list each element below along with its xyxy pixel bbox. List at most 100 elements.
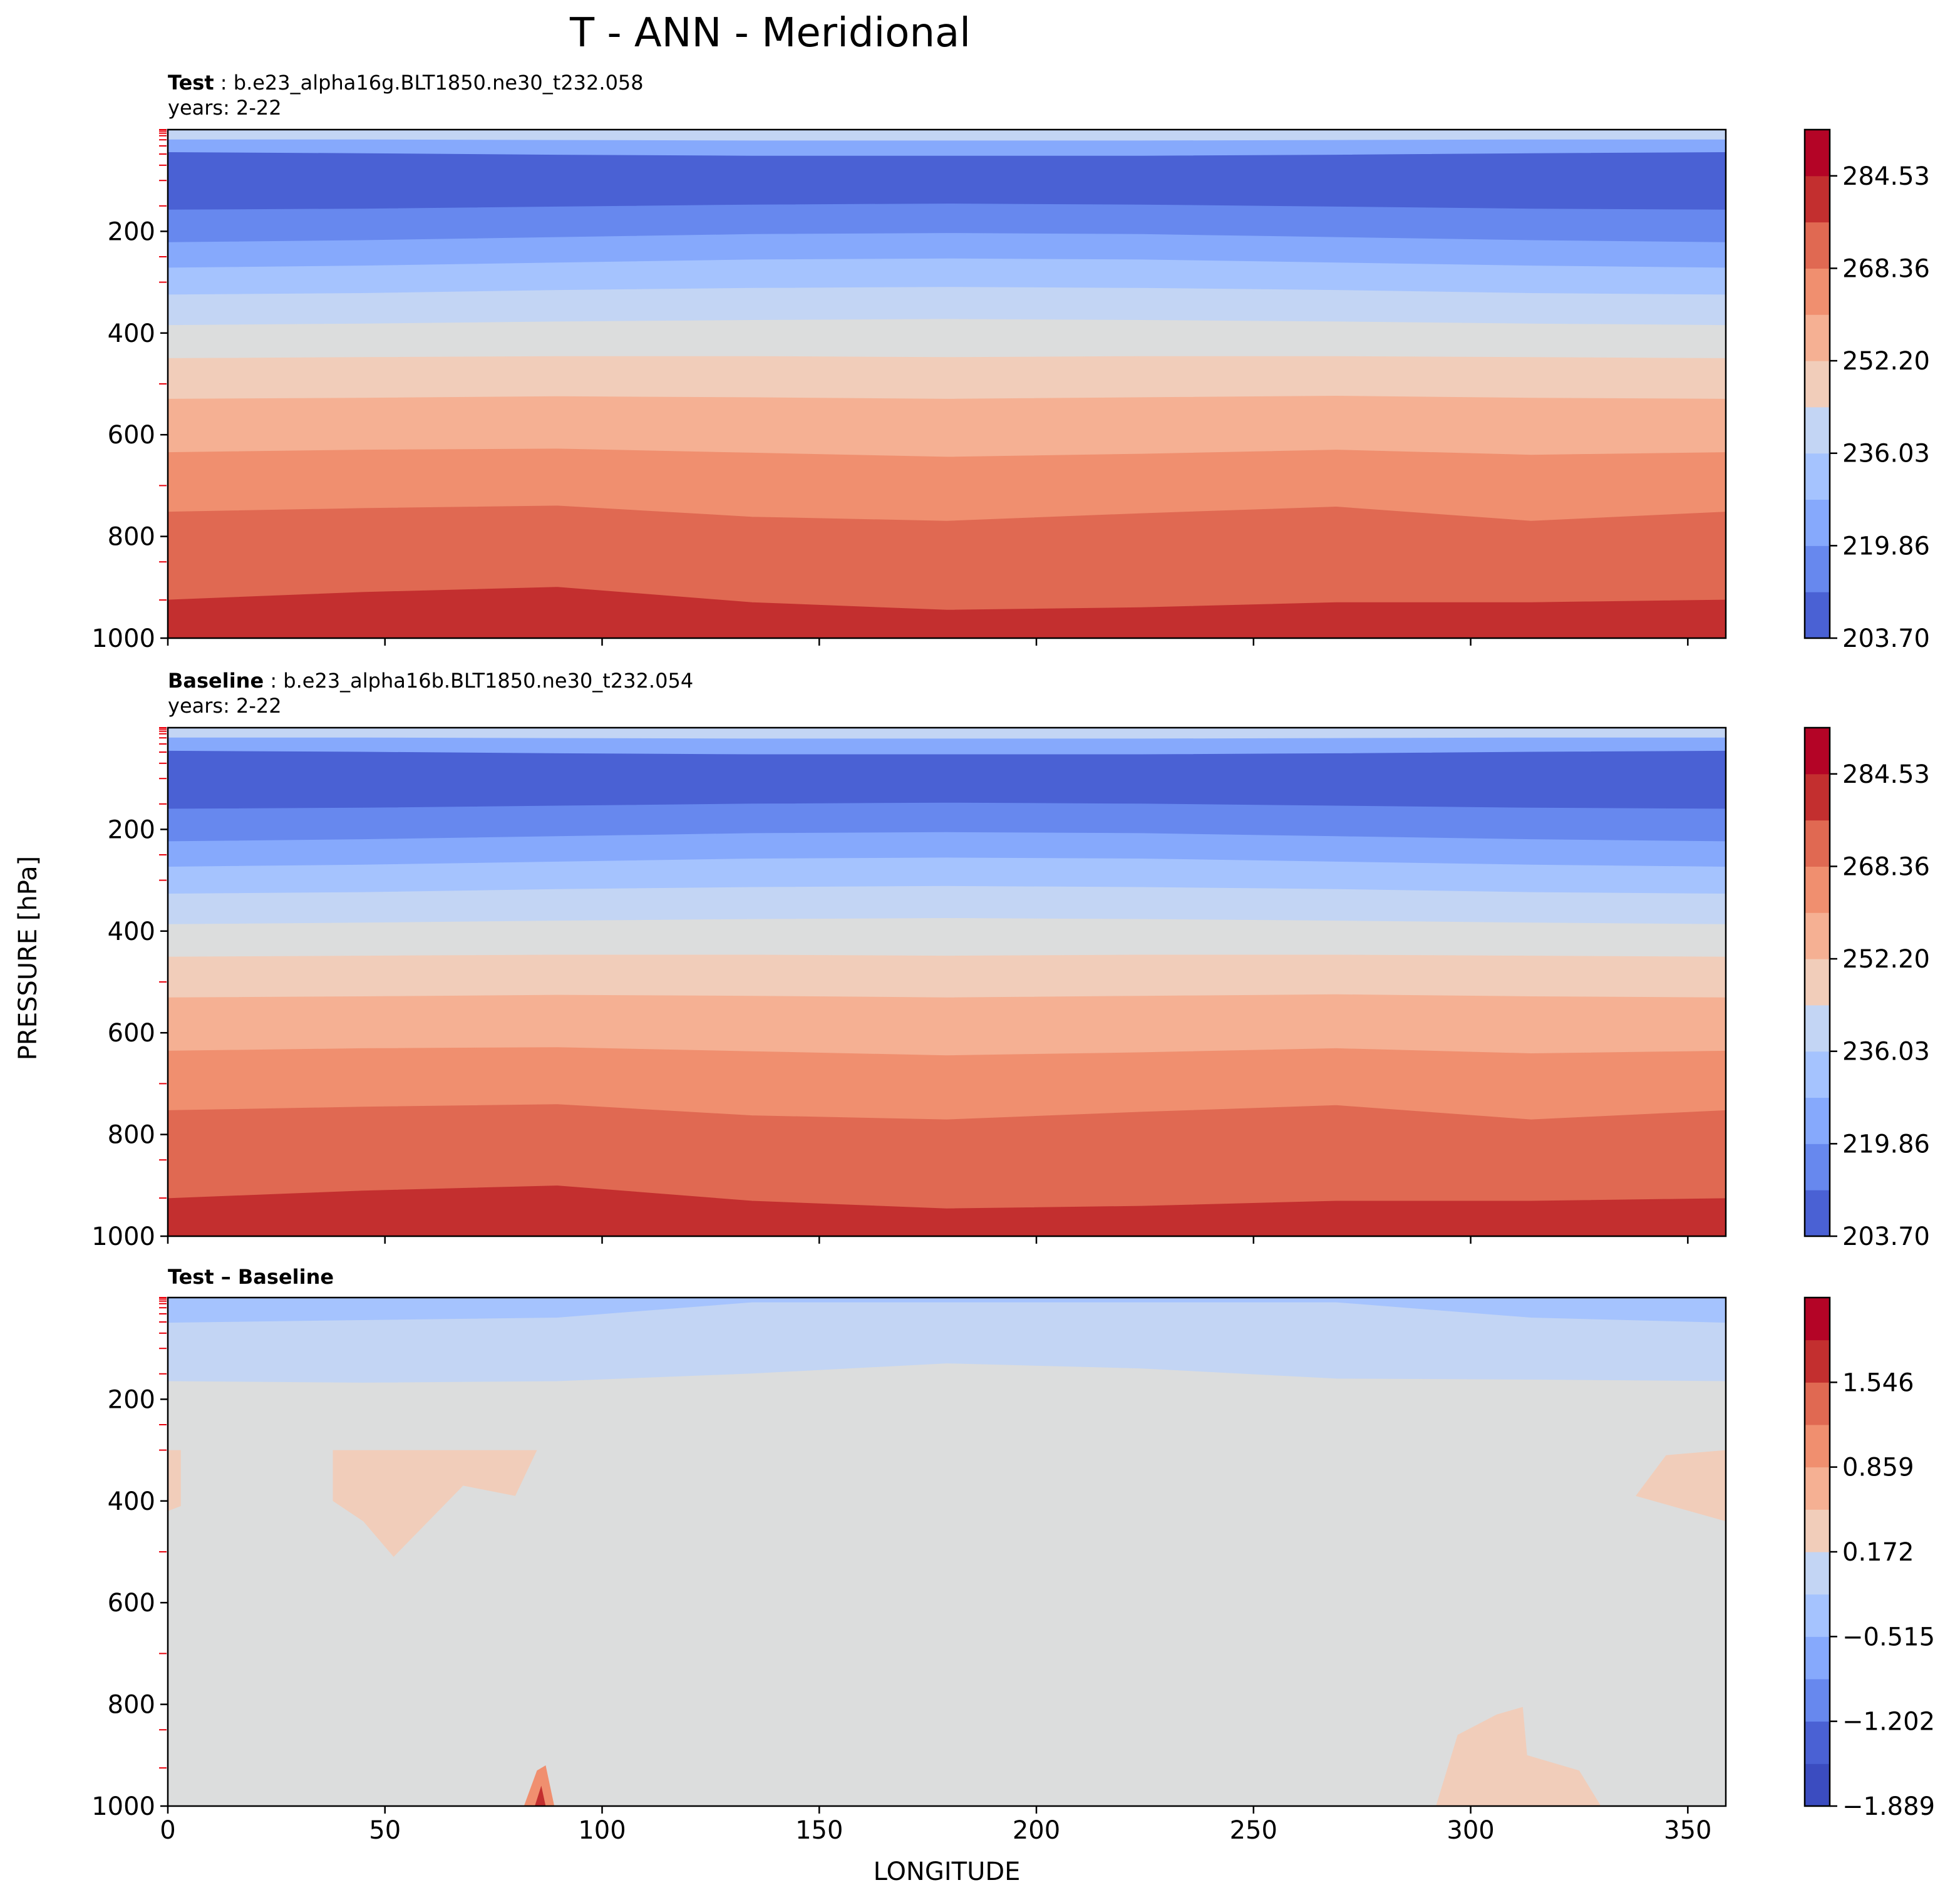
colorbar-segment [1805,1594,1830,1637]
colorbar: −1.889 −1.202 −0.515 0.172 0.859 1.546 [1803,1296,1935,1821]
colorbar-segment [1805,1552,1830,1595]
x-tick-label: 250 [1230,1816,1277,1845]
x-tick-label: 100 [578,1816,626,1845]
colorbar-segment [1805,1097,1830,1144]
colorbar-segment [1805,866,1830,913]
colorbar-segment [1805,1721,1830,1764]
panel-subtitle: years: 2-22 [168,96,282,120]
x-tick-label: 300 [1447,1816,1494,1845]
x-tick-label: 150 [795,1816,843,1845]
axes-frame [167,726,1727,1237]
colorbar-segment [1805,175,1830,223]
y-tick-label: 800 [108,1121,155,1150]
colorbar-tick-label: 284.53 [1842,162,1930,191]
panel-test: Test : b.e23_alpha16g.BLT1850.ne30_t232.… [91,71,1930,653]
colorbar-segment [1805,1636,1830,1680]
anomaly-patch [168,1450,181,1511]
y-tick-label: 800 [108,1691,155,1720]
colorbar-tick-label: 1.546 [1842,1368,1914,1397]
colorbar-segment [1805,728,1830,775]
colorbar-segment [1805,314,1830,361]
colorbar-segment [1805,912,1830,959]
colorbar-segment [1805,1509,1830,1552]
x-tick-label: 350 [1664,1816,1711,1845]
colorbar-tick-label: 219.86 [1842,1130,1930,1159]
colorbar-tick-label: −0.515 [1842,1623,1935,1651]
panel-baseline: Baseline : b.e23_alpha16b.BLT1850.ne30_t… [91,669,1930,1251]
colorbar-tick-label: 219.86 [1842,532,1930,560]
colorbar-tick-label: −1.202 [1842,1708,1935,1737]
x-axis-label: LONGITUDE [874,1857,1021,1886]
colorbar-tick-label: 252.20 [1842,347,1930,376]
x-tick-label: 0 [160,1816,175,1845]
panel-title-text: : b.e23_alpha16g.BLT1850.ne30_t232.058 [214,71,644,95]
colorbar-segment [1805,1004,1830,1052]
colorbar-tick-label: 236.03 [1842,440,1930,468]
colorbar-tick-label: 0.859 [1842,1453,1914,1482]
colorbar-segment [1805,1144,1830,1190]
colorbar: 203.70 219.86 236.03 252.20 268.36 284.53 [1803,726,1930,1251]
x-tick-label: 200 [1013,1816,1060,1845]
panel-title-bold: Test – Baseline [168,1265,334,1289]
colorbar-tick-label: 0.172 [1842,1538,1914,1567]
y-tick-label: 600 [108,1019,155,1048]
contour-band [168,587,1726,638]
contour-band [168,1363,1726,1806]
contour-field [168,130,1726,638]
colorbar-segment [1805,1467,1830,1510]
panel-title-bold: Test [168,71,214,95]
y-tick-label: 600 [108,1589,155,1618]
colorbar-segment [1805,592,1830,639]
anomaly-patch [1636,1450,1726,1522]
colorbar-tick-label: 236.03 [1842,1038,1930,1066]
y-tick-label: 200 [108,217,155,246]
axes-frame [167,128,1727,639]
panel-title: Baseline : b.e23_alpha16b.BLT1850.ne30_t… [168,669,693,693]
colorbar-tick-label: 268.36 [1842,852,1930,881]
colorbar-segment [1805,820,1830,867]
anomaly-patch [535,1785,546,1806]
anomaly-patch [333,1450,537,1557]
colorbar-segment [1805,268,1830,315]
colorbar-segment [1805,1051,1830,1098]
colorbar-segment [1805,1763,1830,1807]
colorbar-segment [1805,499,1830,546]
colorbar-tick-label: 252.20 [1842,945,1930,974]
colorbar-segment [1805,361,1830,408]
y-tick-label: 200 [108,1385,155,1414]
y-axis-label: PRESSURE [hPa] [14,856,43,1060]
colorbar-frame [1803,128,1831,639]
anomaly-patch [524,1765,555,1806]
colorbar-segment [1805,1679,1830,1722]
x-tick-label: 50 [369,1816,401,1845]
colorbar-tick-label: 268.36 [1842,254,1930,283]
panel-title-text: : b.e23_alpha16b.BLT1850.ne30_t232.054 [264,669,693,693]
colorbar-segment [1805,959,1830,1006]
y-tick-label: 400 [108,1487,155,1516]
panel-title-bold: Baseline [168,669,264,693]
colorbar-segment [1805,1340,1830,1383]
colorbar-tick-label: 284.53 [1842,760,1930,789]
y-tick-label: 400 [108,917,155,946]
colorbar-tick-label: 203.70 [1842,1222,1930,1251]
figure-title: T - ANN - Meridional [569,10,971,56]
y-tick-label: 600 [108,421,155,450]
contour-field [168,1298,1726,1806]
colorbar-segment [1805,222,1830,269]
colorbar-tick-label: −1.889 [1842,1792,1935,1821]
colorbar-segment [1805,1382,1830,1425]
colorbar-segment [1805,406,1830,454]
colorbar-frame [1803,726,1831,1237]
colorbar-segment [1805,130,1830,177]
panel-title: Test : b.e23_alpha16g.BLT1850.ne30_t232.… [168,71,644,95]
y-tick-label: 1000 [91,1792,155,1821]
contour-band [168,1185,1726,1236]
colorbar-segment [1805,773,1830,821]
panels: Test : b.e23_alpha16g.BLT1850.ne30_t232.… [91,71,1935,1845]
y-tick-label: 800 [108,523,155,552]
panel-subtitle: years: 2-22 [168,694,282,718]
y-tick-label: 1000 [91,1222,155,1251]
colorbar-tick-label: 203.70 [1842,624,1930,653]
